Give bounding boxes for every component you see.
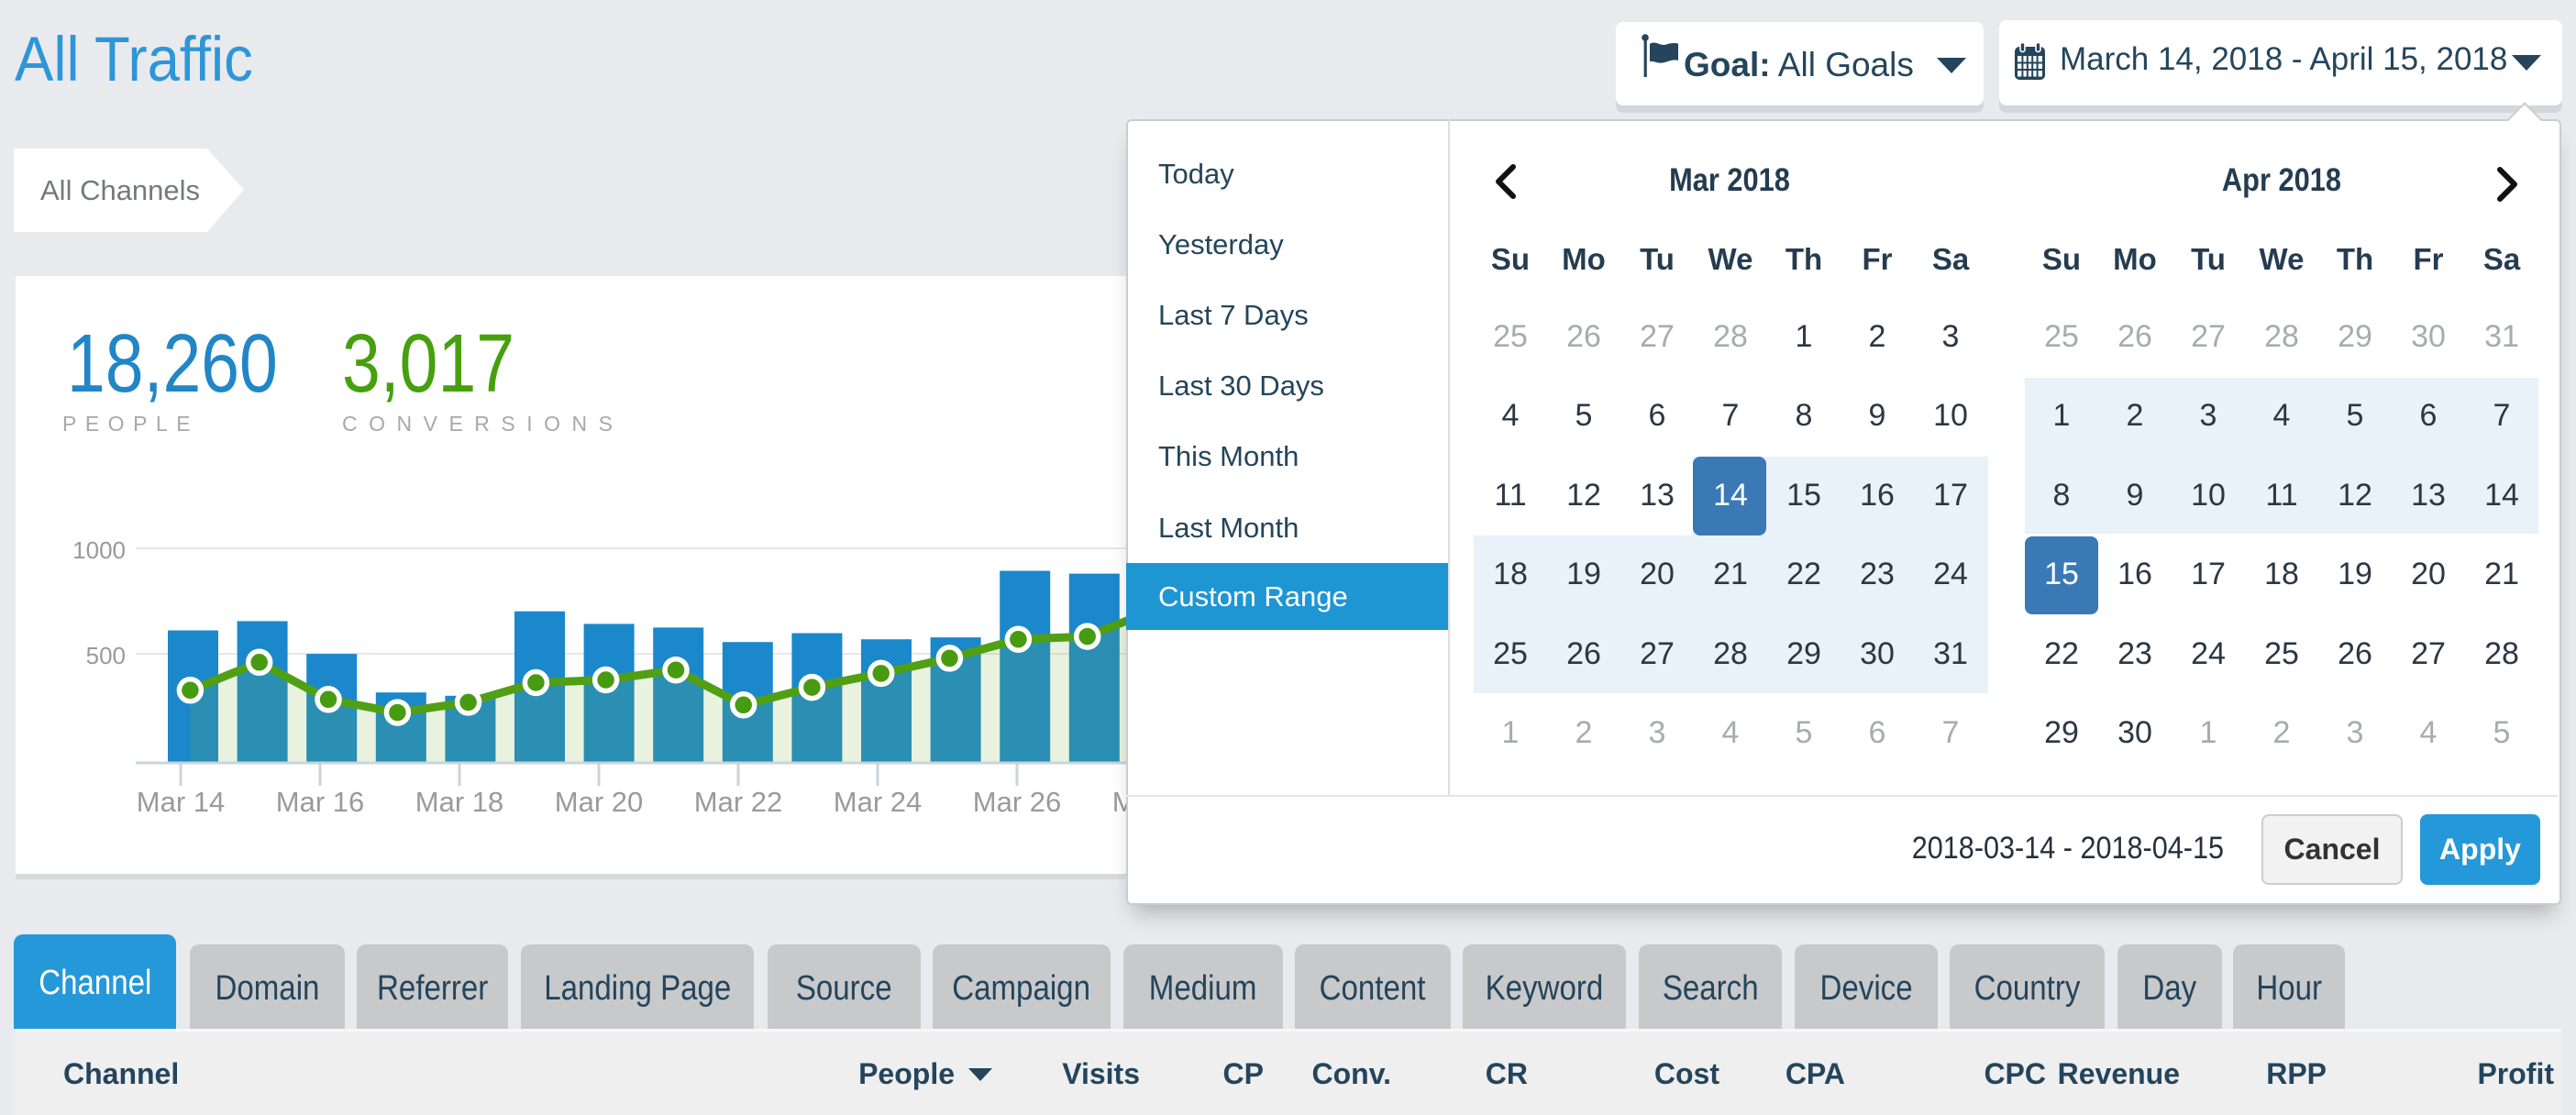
svg-text:Mar 18: Mar 18 (415, 786, 503, 818)
svg-text:Mar 16: Mar 16 (276, 786, 364, 818)
svg-text:Mar 22: Mar 22 (694, 786, 782, 818)
svg-text:Mar 14: Mar 14 (137, 786, 225, 818)
svg-text:Mar 26: Mar 26 (973, 786, 1061, 818)
svg-text:1000: 1000 (72, 536, 126, 564)
svg-text:Mar 24: Mar 24 (834, 786, 922, 818)
svg-text:Mar 20: Mar 20 (555, 786, 643, 818)
svg-text:500: 500 (86, 642, 126, 669)
